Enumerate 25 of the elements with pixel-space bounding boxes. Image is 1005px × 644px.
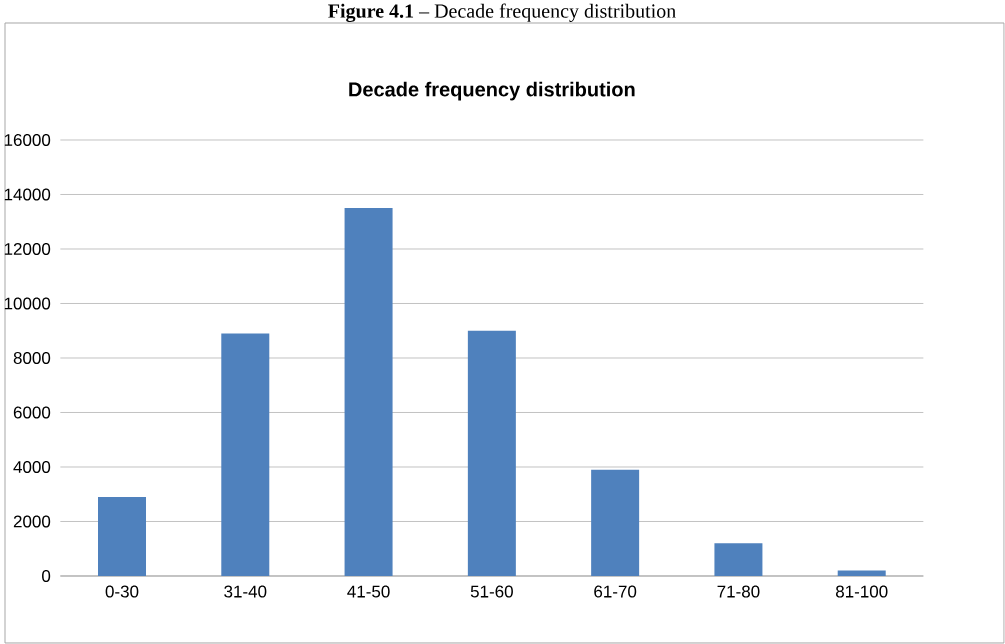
y-tick-label: 0: [42, 569, 51, 583]
x-tick-label: 51-60: [470, 585, 513, 598]
x-tick-label: 41-50: [347, 585, 390, 598]
bar: [221, 333, 270, 576]
text: Figure 4.1 – Decade frequency distribution: [328, 3, 676, 23]
y-tick-label: 8000: [13, 351, 51, 365]
bar: [467, 330, 516, 576]
x-tick-label: 61-70: [594, 585, 637, 598]
bar: [344, 208, 393, 576]
x-tick-label: 81-100: [835, 585, 888, 598]
x-tick-label: 0-30: [105, 585, 139, 598]
x-tick-label: 71-80: [717, 585, 760, 598]
y-tick-label: 2000: [13, 515, 51, 528]
y-tick-label: 16000: [4, 133, 51, 147]
y-tick-label: 12000: [4, 242, 51, 256]
chart-title: Decade frequency distribution: [349, 81, 635, 101]
x-tick-label: 31-40: [224, 585, 267, 598]
bar: [591, 469, 640, 576]
bar: [98, 496, 147, 576]
bar: [714, 543, 763, 576]
y-tick-label: 6000: [13, 406, 51, 419]
y-tick-label: 14000: [4, 188, 51, 201]
y-tick-label: 4000: [13, 460, 51, 474]
bar: [837, 570, 886, 576]
y-tick-label: 10000: [4, 297, 51, 310]
